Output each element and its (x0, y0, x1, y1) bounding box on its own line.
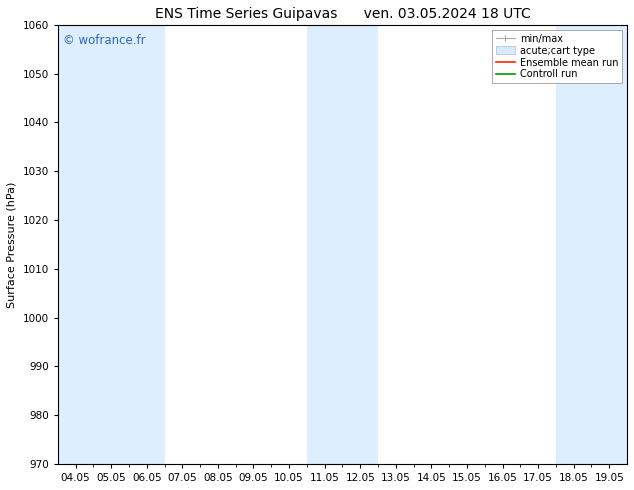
Y-axis label: Surface Pressure (hPa): Surface Pressure (hPa) (7, 181, 17, 308)
Text: © wofrance.fr: © wofrance.fr (63, 34, 146, 47)
Bar (307, 25, 378, 464)
Bar (58, 25, 129, 464)
Title: ENS Time Series Guipavas      ven. 03.05.2024 18 UTC: ENS Time Series Guipavas ven. 03.05.2024… (155, 7, 530, 21)
Legend: min/max, acute;cart type, Ensemble mean run, Controll run: min/max, acute;cart type, Ensemble mean … (491, 30, 622, 83)
Bar (129, 25, 164, 464)
Bar (556, 25, 627, 464)
